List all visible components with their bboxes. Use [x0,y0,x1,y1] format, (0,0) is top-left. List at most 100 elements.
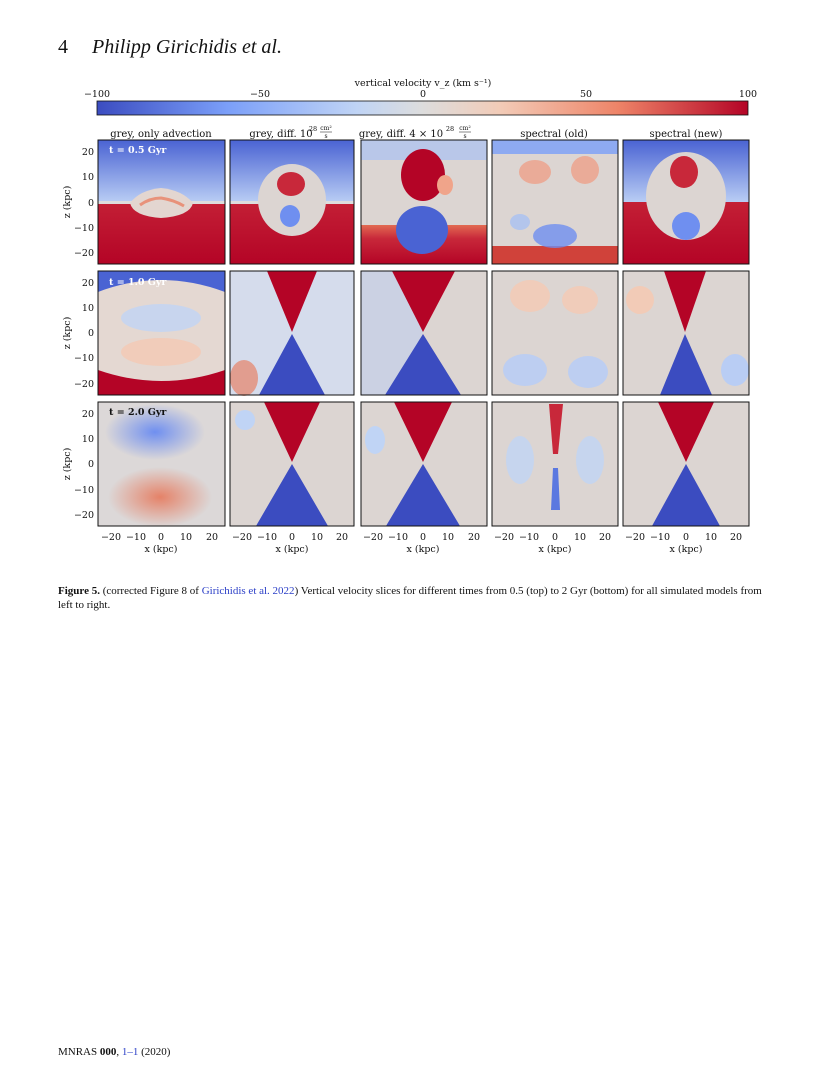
x-tick: 10 [705,532,717,543]
column-titles: grey, only advection grey, diff. 10 28 c… [110,125,722,140]
y-tick: 20 [82,409,94,420]
colorbar-tick: −50 [250,89,270,100]
x-tick: 10 [311,532,323,543]
x-tick: 20 [206,532,218,543]
page-number: 4 [58,36,68,58]
x-axis-label: x (kpc) [276,544,309,555]
x-tick: 0 [158,532,164,543]
citation-link[interactable]: Girichidis et al. 2022 [201,585,295,597]
y-tick: 10 [82,434,94,445]
x-tick: −10 [388,532,408,543]
y-tick: −10 [74,353,94,364]
x-tick: 0 [289,532,295,543]
panel-r1-c5 [622,139,750,265]
x-tick: −20 [232,532,252,543]
panel-r2-c4 [491,270,619,396]
x-tick: 10 [574,532,586,543]
x-tick: −20 [494,532,514,543]
panel-r1-c4 [491,139,619,265]
panel-r2-c5 [622,270,750,396]
column-title-frac-den: s [324,133,327,140]
y-tick: 10 [82,303,94,314]
y-tick: 20 [82,147,94,158]
panel-r1-c2 [229,139,355,265]
x-axis-label: x (kpc) [670,544,703,555]
column-title-frac-num: cm² [459,125,471,132]
y-tick-labels: 20 10 0 −10 −20 20 10 0 −10 −20 20 10 0 … [74,147,94,521]
column-title: grey, diff. 10 [249,129,312,140]
x-tick: 0 [552,532,558,543]
colorbar-label: vertical velocity v_z (km s⁻¹) [354,78,492,89]
x-tick: 20 [730,532,742,543]
panel-r3-c4 [491,401,619,527]
column-title-sup: 28 [309,125,317,133]
column-title: spectral (new) [650,129,723,140]
running-head: Philipp Girichidis et al. [92,36,282,58]
x-axis-labels: x (kpc) x (kpc) x (kpc) x (kpc) x (kpc) [145,544,703,555]
y-axis-labels: z (kpc) z (kpc) z (kpc) [62,186,73,481]
column-title-sup: 28 [446,125,454,133]
x-tick: −10 [650,532,670,543]
footer-volume: 000 [99,1046,117,1058]
y-tick: 0 [88,459,94,470]
panel-r1-c1 [97,139,226,265]
x-tick: −20 [625,532,645,543]
column-title-frac-num: cm² [320,125,332,132]
velocity-figure: vertical velocity v_z (km s⁻¹) −100 −50 … [62,78,757,555]
caption-text: ) Vertical velocity slices for different… [58,585,762,611]
x-tick: −20 [101,532,121,543]
time-labels: t = 0.5 Gyr t = 1.0 Gyr t = 2.0 Gyr [109,145,167,418]
footer-pages-link[interactable]: 1–1 [121,1046,139,1058]
y-axis-label: z (kpc) [62,317,73,350]
panel-r3-c2 [229,401,355,527]
column-title: grey, diff. 4 × 10 [359,129,443,140]
x-tick: −10 [126,532,146,543]
panel-r3-c3 [360,401,488,527]
x-tick: 10 [442,532,454,543]
x-axis-label: x (kpc) [539,544,572,555]
colorbar-tick: −100 [84,89,110,100]
panel-r1-c3 [360,139,488,265]
y-axis-label: z (kpc) [62,448,73,481]
x-tick-labels: −20 −10 0 10 20 −20 −10 0 10 20 −20 −10 … [101,532,742,543]
colorbar-tick: 0 [420,89,426,100]
panel-r3-c1 [97,401,226,527]
column-title: spectral (old) [520,129,588,140]
caption-text: (corrected Figure 8 of [99,585,202,597]
y-tick: −10 [74,223,94,234]
time-label: t = 1.0 Gyr [109,277,167,288]
x-tick: 10 [180,532,192,543]
panel-r2-c1 [97,270,226,396]
y-tick: −20 [74,379,94,390]
x-tick: −10 [257,532,277,543]
y-tick: 0 [88,198,94,209]
y-tick: −20 [74,510,94,521]
column-title: grey, only advection [110,129,212,140]
x-tick: 20 [599,532,611,543]
colorbar [96,100,749,116]
x-tick: 20 [468,532,480,543]
panel-r2-c3 [360,270,488,396]
colorbar-tick: 50 [580,89,592,100]
y-tick: 10 [82,172,94,183]
time-label: t = 2.0 Gyr [109,407,167,418]
colorbar-ticks: −100 −50 0 50 100 [84,89,757,100]
colorbar-tick: 100 [739,89,757,100]
y-tick: −10 [74,485,94,496]
caption-label: Figure 5. [58,585,100,597]
x-tick: 20 [336,532,348,543]
time-label: t = 0.5 Gyr [109,145,167,156]
column-title-frac-den: s [463,133,466,140]
footer-year: (2020) [141,1046,171,1058]
footer-journal: MNRAS [58,1046,98,1058]
x-tick: 0 [420,532,426,543]
panel-r3-c5 [622,401,750,527]
page-footer: MNRAS 000, 1–1 (2020) [58,1046,171,1058]
x-tick: −20 [363,532,383,543]
x-axis-label: x (kpc) [407,544,440,555]
x-axis-label: x (kpc) [145,544,178,555]
y-axis-label: z (kpc) [62,186,73,219]
y-tick: 20 [82,278,94,289]
x-tick: −10 [519,532,539,543]
y-tick: −20 [74,248,94,259]
